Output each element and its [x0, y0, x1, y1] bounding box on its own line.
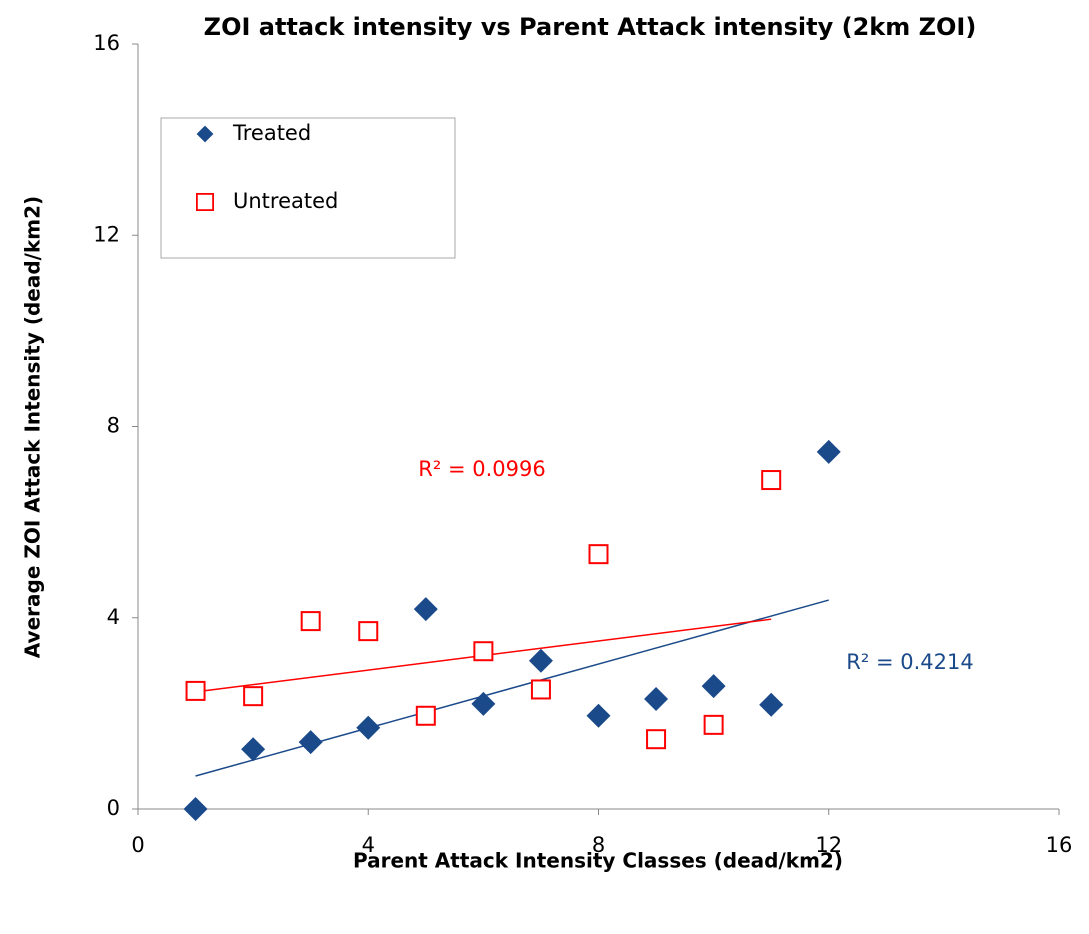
- y-tick-label: 12: [93, 222, 120, 246]
- point: [241, 737, 266, 762]
- point: [185, 680, 206, 701]
- x-tick-label: 4: [362, 833, 375, 857]
- x-tick-label: 12: [815, 833, 842, 857]
- point: [703, 714, 724, 735]
- point: [646, 729, 667, 750]
- point: [243, 686, 264, 707]
- point: [588, 544, 609, 565]
- x-tick-label: 16: [1046, 833, 1073, 857]
- y-tick-label: 4: [107, 605, 120, 629]
- point: [644, 687, 669, 712]
- point: [413, 597, 438, 622]
- point: [586, 703, 611, 728]
- y-axis-label: Average ZOI Attack Intensity (dead/km2): [21, 196, 45, 658]
- x-axis-label: Parent Attack Intensity Classes (dead/km…: [353, 849, 843, 873]
- chart-title: ZOI attack intensity vs Parent Attack in…: [204, 13, 977, 41]
- y-tick-label: 0: [107, 796, 120, 820]
- point: [356, 715, 381, 740]
- legend-marker: [196, 193, 215, 212]
- legend-marker: [196, 125, 214, 143]
- trendline: [195, 599, 829, 777]
- point: [530, 679, 551, 700]
- point: [761, 470, 782, 491]
- point: [816, 439, 841, 464]
- x-tick-label: 8: [592, 833, 605, 857]
- legend-label: Treated: [232, 121, 311, 145]
- point: [471, 691, 496, 716]
- point: [300, 611, 321, 632]
- y-tick-label: 16: [93, 31, 120, 55]
- point: [701, 674, 726, 699]
- point: [415, 705, 436, 726]
- r2-annotation: R² = 0.4214: [846, 650, 973, 674]
- legend-box: [160, 117, 456, 259]
- point: [298, 730, 323, 755]
- legend-label: Untreated: [233, 189, 338, 213]
- point: [528, 648, 553, 673]
- y-tick-label: 8: [107, 414, 120, 438]
- point: [759, 692, 784, 717]
- r2-annotation: R² = 0.0996: [418, 457, 545, 481]
- x-tick-label: 0: [131, 833, 144, 857]
- point: [183, 797, 208, 821]
- point: [358, 621, 379, 642]
- point: [473, 641, 494, 662]
